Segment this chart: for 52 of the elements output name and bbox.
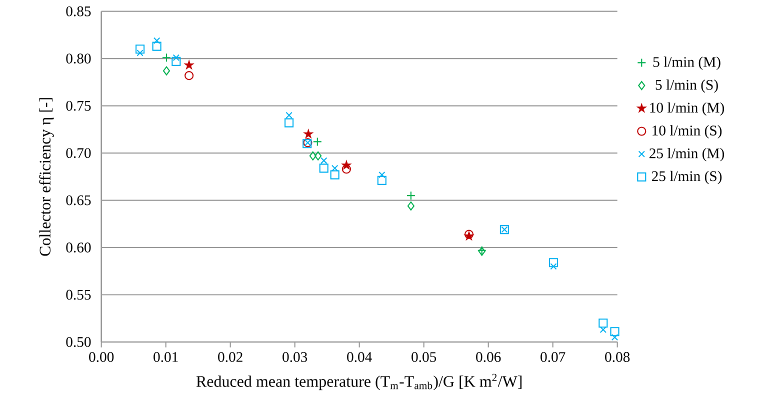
x-axis-title: Reduced mean temperature (T$_{m}$-T$_{amb}$)/G [K m$^{2}$/W] <box>196 374 522 390</box>
x-tick-label: 0.06 <box>476 352 501 362</box>
point <box>184 60 194 70</box>
point <box>162 53 172 62</box>
point <box>304 129 314 138</box>
point <box>342 164 351 174</box>
point <box>152 42 162 51</box>
point <box>309 151 316 160</box>
x-tick-label: 0.07 <box>540 352 566 362</box>
legend-label: 25 l/min (M) <box>650 148 724 162</box>
y-tick-label: 0.55 <box>66 290 91 300</box>
x-tick-label: 0.05 <box>412 352 436 362</box>
point <box>610 327 620 336</box>
point <box>320 157 328 164</box>
legend-label: 25 l/min (S) <box>652 170 722 184</box>
point <box>598 318 608 328</box>
point <box>284 118 294 128</box>
legend-label: 10 l/min (M) <box>650 102 724 116</box>
point <box>136 44 145 54</box>
point <box>286 112 292 119</box>
y-tick-label: 0.85 <box>66 6 91 16</box>
point <box>172 54 180 61</box>
y-tick-label: 0.75 <box>66 100 91 111</box>
point <box>330 170 340 180</box>
y-tick-label: 0.65 <box>66 195 91 206</box>
point <box>611 334 618 341</box>
point <box>319 164 328 173</box>
y-tick-label: 0.50 <box>66 337 91 347</box>
point <box>378 171 386 178</box>
x-tick-label: 0.01 <box>154 352 178 362</box>
y-axis-title: Collector efficiency η [-] <box>39 98 54 256</box>
legend-label: 5 l/min (S) <box>656 79 718 93</box>
legend-label: 5 l/min (M) <box>653 56 720 70</box>
point <box>548 258 558 268</box>
x-tick-label: 0.04 <box>347 352 372 362</box>
point <box>153 37 160 44</box>
point <box>162 66 170 76</box>
point <box>331 164 338 172</box>
x-tick-label: 0.00 <box>89 352 114 362</box>
point <box>600 326 607 334</box>
point <box>184 71 194 80</box>
point <box>172 56 181 66</box>
point <box>377 176 386 185</box>
y-tick-label: 0.70 <box>66 148 91 158</box>
y-tick-label: 0.60 <box>66 242 91 253</box>
legend-label: 10 l/min (S) <box>652 125 722 138</box>
x-tick-label: 0.03 <box>282 352 308 362</box>
x-tick-label: 0.02 <box>218 352 242 362</box>
point <box>312 137 322 146</box>
x-tick-label: 0.08 <box>605 352 630 362</box>
y-tick-label: 0.80 <box>66 54 91 64</box>
point <box>314 151 322 160</box>
